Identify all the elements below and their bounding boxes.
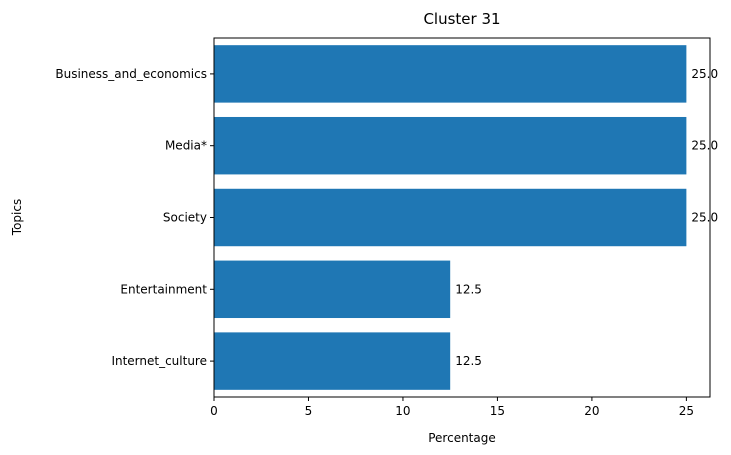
data-label: 25.0 <box>691 211 718 225</box>
x-tick-label: 15 <box>490 404 505 418</box>
y-tick-label: Media* <box>165 139 207 153</box>
y-tick-label: Society <box>163 211 207 225</box>
x-tick-label: 25 <box>679 404 694 418</box>
y-tick-label: Business_and_economics <box>55 67 207 81</box>
plot-frame <box>213 37 711 398</box>
x-axis-label: Percentage <box>428 431 496 445</box>
data-label: 25.0 <box>691 139 718 153</box>
x-tick-label: 20 <box>584 404 599 418</box>
x-tick-label: 10 <box>395 404 410 418</box>
data-label: 12.5 <box>455 282 482 296</box>
data-label: 25.0 <box>691 67 718 81</box>
y-tick-label: Internet_culture <box>111 354 207 368</box>
y-tick-label: Entertainment <box>120 282 207 296</box>
x-tick-label: 0 <box>210 404 218 418</box>
bar <box>214 45 687 103</box>
bar <box>214 116 687 175</box>
bar <box>214 332 451 390</box>
bar <box>214 260 451 319</box>
x-tick-label: 5 <box>305 404 313 418</box>
data-label: 12.5 <box>455 354 482 368</box>
chart-title: Cluster 31 <box>423 10 500 28</box>
bar <box>214 188 687 247</box>
plot-area: Business_and_economics 25.0 Media* 25.0 Soci… <box>55 37 718 418</box>
y-axis-label: Topics <box>10 199 24 236</box>
